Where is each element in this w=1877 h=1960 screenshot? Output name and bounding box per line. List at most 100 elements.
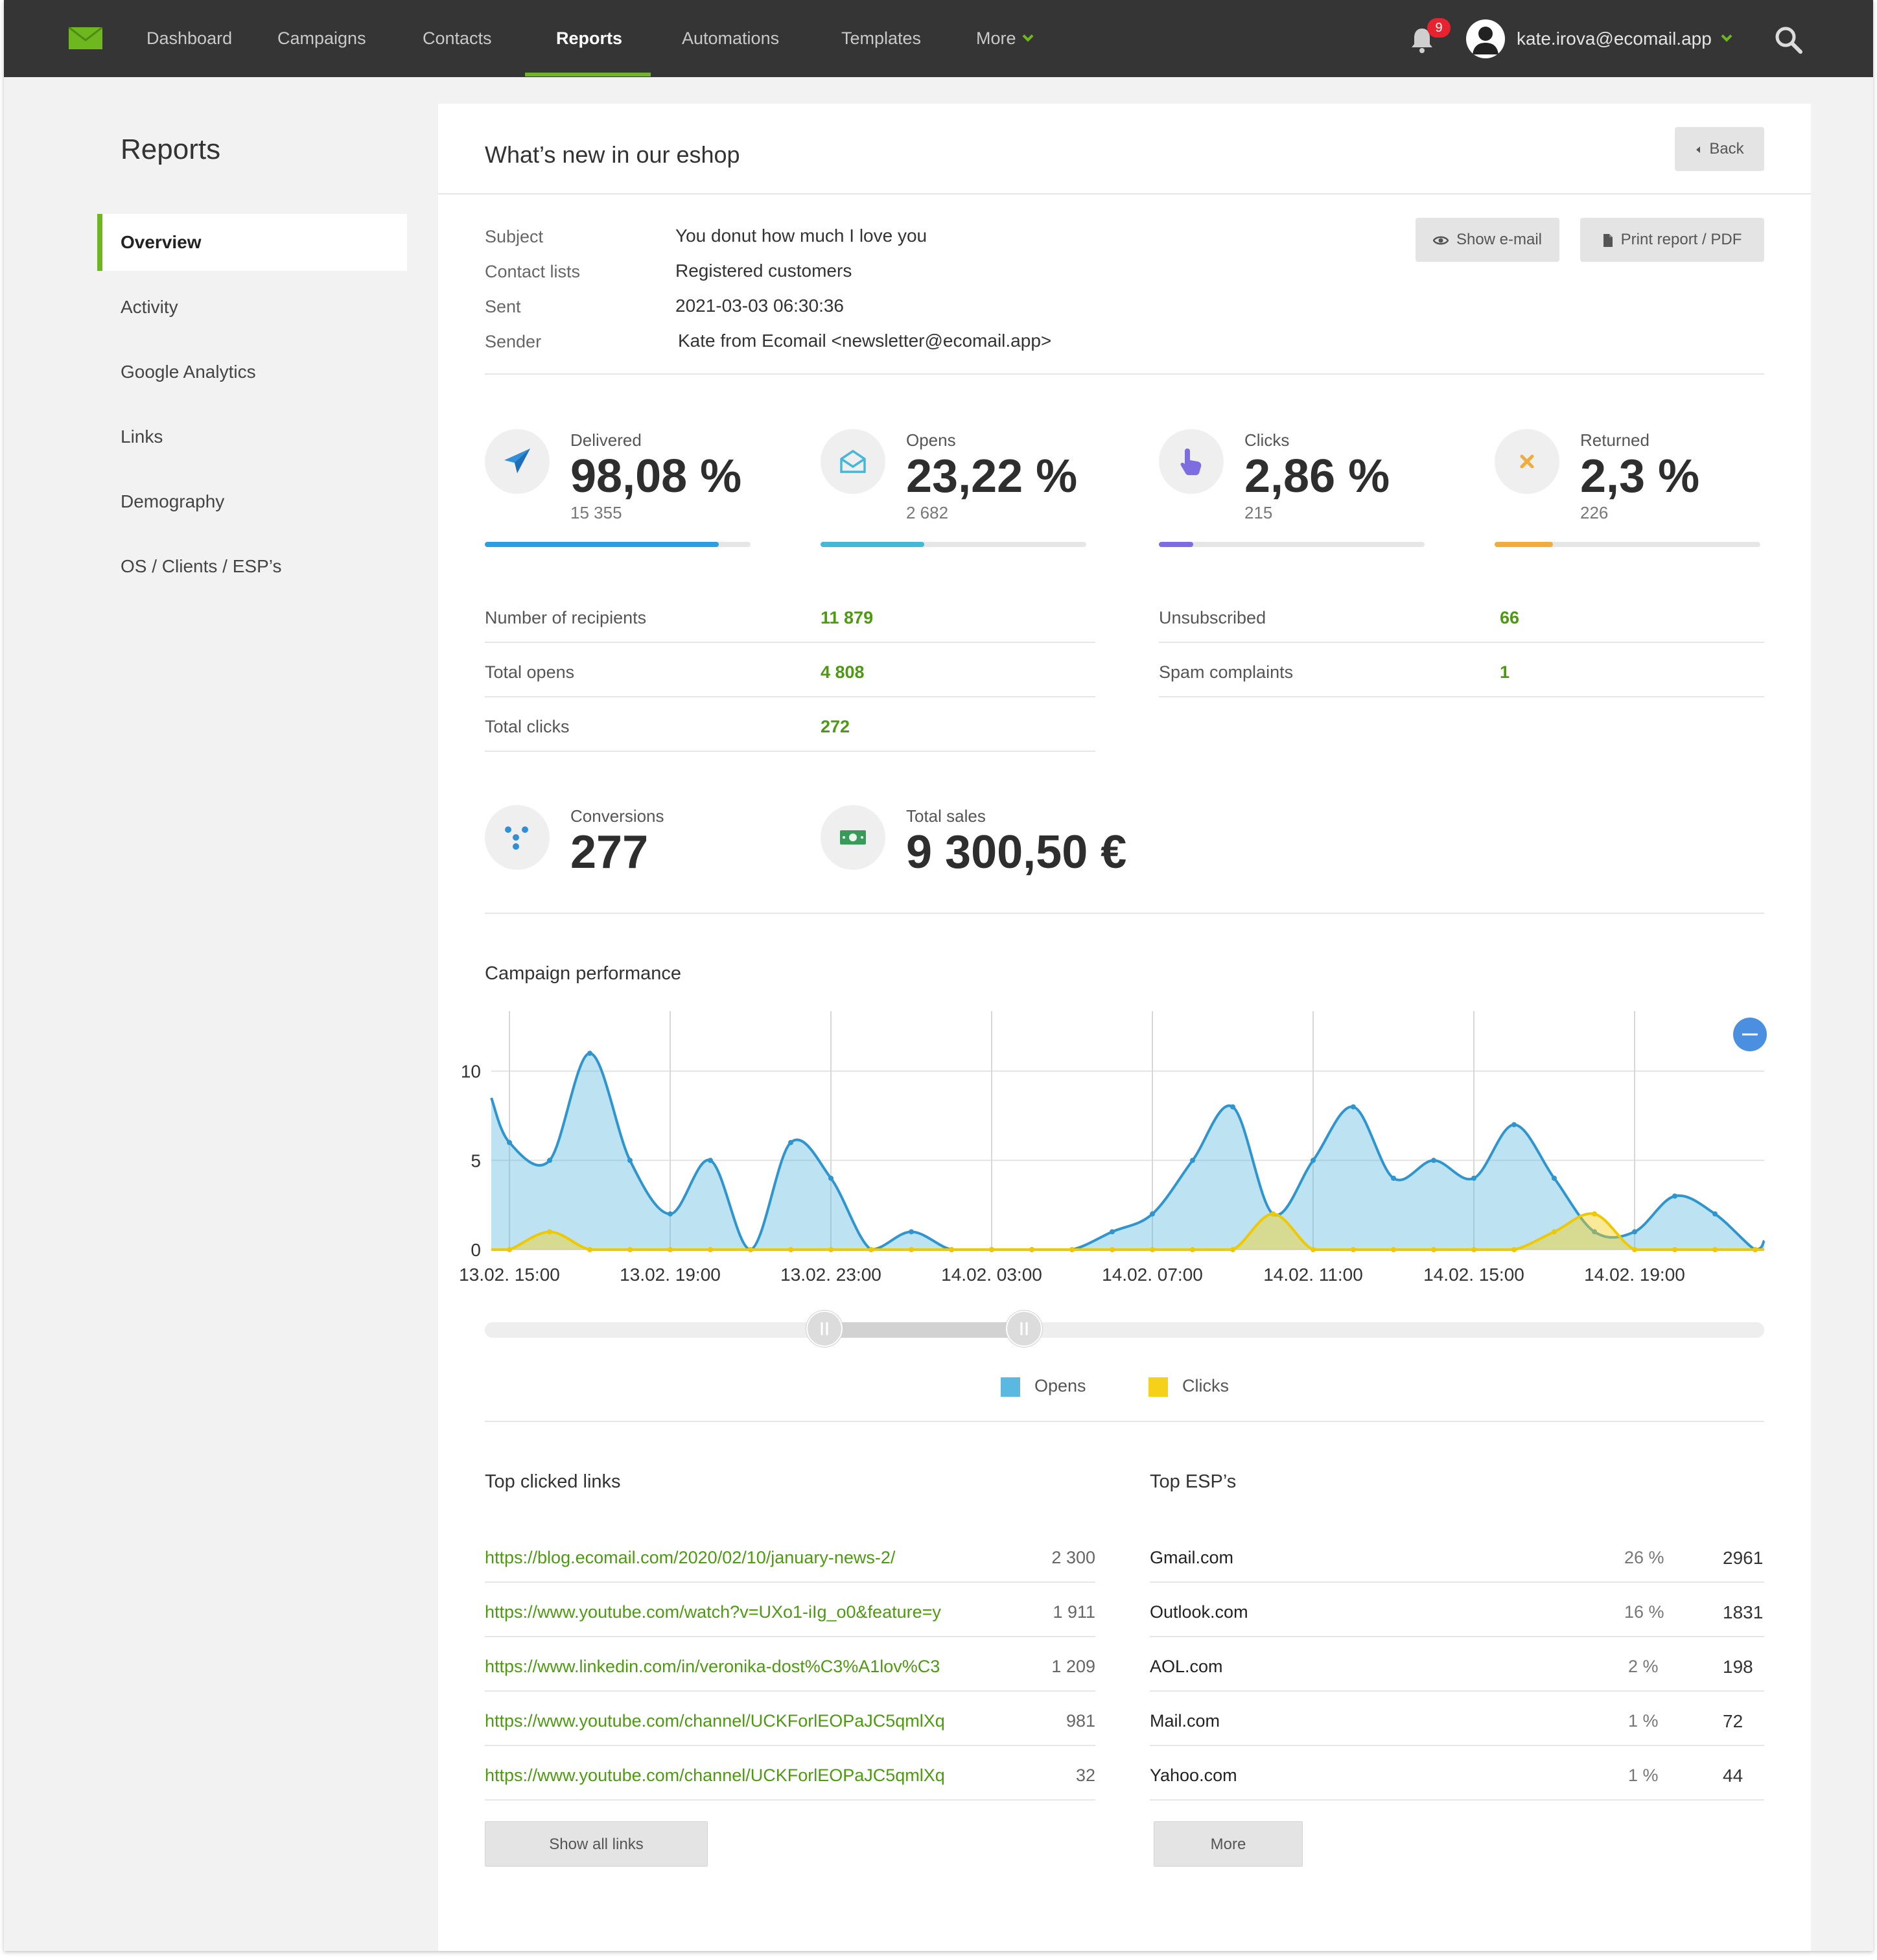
- opens-progress-bar: [821, 542, 1086, 547]
- divider: [1159, 696, 1764, 697]
- legend-opens[interactable]: Opens: [1001, 1375, 1086, 1397]
- top-link-2-count: 1 911: [1053, 1602, 1095, 1622]
- divider: [485, 373, 1764, 375]
- user-email[interactable]: kate.irova@ecomail.app: [1517, 29, 1712, 49]
- opens-point: [1230, 1104, 1235, 1110]
- returned-progress-fill: [1495, 542, 1554, 547]
- clicks-point: [627, 1247, 633, 1252]
- clicks-point: [1592, 1211, 1597, 1217]
- sidebar-item-os-clients-esps[interactable]: OS / Clients / ESP’s: [121, 556, 282, 576]
- money-bill-icon: [840, 830, 866, 845]
- conversions-icon-circle: [485, 805, 550, 870]
- opens-point: [708, 1158, 713, 1163]
- caret-left-icon: [1696, 146, 1701, 153]
- meta-value-subject: You donut how much I love you: [675, 226, 927, 246]
- range-slider-handle-right[interactable]: [1006, 1311, 1042, 1347]
- clicks-point: [1552, 1229, 1557, 1235]
- print-report-button[interactable]: Print report / PDF: [1580, 218, 1764, 262]
- nav-automations[interactable]: Automations: [682, 29, 780, 48]
- sidebar-item-demography[interactable]: Demography: [121, 491, 225, 511]
- back-label: Back: [1709, 140, 1744, 158]
- delivered-icon-circle: [485, 429, 550, 494]
- nav-dashboard[interactable]: Dashboard: [146, 29, 233, 48]
- campaign-performance-chart[interactable]: 0 5 10 13.02. 15:00 13.02. 19:00 13.02. 23:00…: [438, 1011, 1811, 1296]
- clicks-point: [1391, 1247, 1396, 1252]
- nav-templates[interactable]: Templates: [841, 29, 922, 48]
- avatar[interactable]: [1466, 19, 1505, 58]
- opens-point: [668, 1211, 673, 1217]
- back-button[interactable]: Back: [1675, 127, 1764, 171]
- sidebar-item-overview[interactable]: Overview: [97, 214, 407, 271]
- x-tick-label: 13.02. 23:00: [780, 1265, 881, 1285]
- nav-contacts[interactable]: Contacts: [423, 29, 492, 48]
- top-link-3[interactable]: https://www.linkedin.com/in/veronika-dos…: [485, 1657, 940, 1676]
- esp-row-5-percent: 1 %: [1628, 1766, 1659, 1785]
- chevron-down-icon[interactable]: [1721, 30, 1732, 42]
- meta-label-sender: Sender: [485, 332, 542, 351]
- more-esps-button[interactable]: More: [1154, 1821, 1303, 1867]
- divider: [485, 1636, 1095, 1637]
- sidebar-item-activity[interactable]: Activity: [121, 297, 178, 317]
- top-link-2[interactable]: https://www.youtube.com/watch?v=UXo1-iIg…: [485, 1602, 941, 1622]
- legend-clicks-label: Clicks: [1182, 1376, 1229, 1395]
- clicks-point: [869, 1247, 874, 1252]
- x-tick-label: 13.02. 19:00: [620, 1265, 721, 1285]
- eye-icon: [1432, 236, 1449, 245]
- esp-row-2-percent: 16 %: [1624, 1602, 1664, 1622]
- clicks-point: [1110, 1247, 1115, 1252]
- meta-value-sent: 2021-03-03 06:30:36: [675, 296, 844, 316]
- esp-row-3-percent: 2 %: [1628, 1657, 1659, 1676]
- opens-point: [1351, 1104, 1356, 1110]
- returned-count: 226: [1580, 503, 1609, 522]
- show-all-links-button[interactable]: Show all links: [485, 1821, 708, 1867]
- total-clicks-value: 272: [821, 717, 850, 736]
- divider: [1150, 1581, 1764, 1583]
- nav-reports[interactable]: Reports: [556, 29, 623, 48]
- top-link-5[interactable]: https://www.youtube.com/channel/UCKForlE…: [485, 1766, 945, 1785]
- opens-point: [1110, 1229, 1115, 1235]
- opens-point: [909, 1229, 914, 1235]
- total-opens-label: Total opens: [485, 662, 575, 682]
- user-silhouette-icon: [1473, 27, 1498, 54]
- range-slider-selection[interactable]: [824, 1322, 1023, 1338]
- x-tick-label: 14.02. 07:00: [1102, 1265, 1203, 1285]
- range-slider-handle-left[interactable]: [806, 1311, 843, 1347]
- sales-value: 9 300,50 €: [906, 826, 1127, 878]
- document-icon: [1603, 233, 1613, 247]
- divider: [485, 1581, 1095, 1583]
- clicks-point: [1230, 1247, 1235, 1252]
- clicks-point: [587, 1247, 592, 1252]
- total-opens-value: 4 808: [821, 662, 865, 682]
- ecomail-logo-icon[interactable]: [69, 27, 102, 49]
- clicks-point: [1431, 1247, 1436, 1252]
- esp-row-2-name: Outlook.com: [1150, 1602, 1248, 1622]
- top-link-1-count: 2 300: [1051, 1548, 1095, 1567]
- sidebar-item-links[interactable]: Links: [121, 426, 163, 447]
- top-link-1[interactable]: https://blog.ecomail.com/2020/02/10/janu…: [485, 1548, 896, 1567]
- opens-count: 2 682: [906, 503, 949, 522]
- nav-campaigns[interactable]: Campaigns: [277, 29, 366, 48]
- range-slider-track[interactable]: [485, 1322, 1764, 1338]
- clicks-point: [1190, 1247, 1195, 1252]
- bell-icon[interactable]: [1408, 26, 1436, 54]
- top-link-4[interactable]: https://www.youtube.com/channel/UCKForlE…: [485, 1711, 945, 1731]
- show-email-button[interactable]: Show e-mail: [1416, 218, 1559, 262]
- legend-clicks[interactable]: Clicks: [1148, 1375, 1229, 1397]
- pointer-hand-icon: [1180, 449, 1202, 475]
- divider: [1150, 1799, 1764, 1801]
- opens-point: [1391, 1175, 1396, 1181]
- nav-more[interactable]: More: [976, 0, 1034, 77]
- sidebar-item-google-analytics[interactable]: Google Analytics: [121, 362, 256, 382]
- meta-label-contact-lists: Contact lists: [485, 262, 581, 281]
- spam-complaints-label: Spam complaints: [1159, 662, 1294, 682]
- esp-row-1-name: Gmail.com: [1150, 1548, 1234, 1567]
- opens-point: [1592, 1229, 1597, 1235]
- top-navigation: Dashboard Campaigns Contacts Reports Aut…: [4, 0, 1873, 77]
- opens-point: [627, 1158, 633, 1163]
- search-icon[interactable]: [1773, 25, 1803, 54]
- grip-icon: [821, 1322, 828, 1335]
- clicks-icon-circle: [1159, 429, 1224, 494]
- clicks-point: [909, 1247, 914, 1252]
- unsubscribed-label: Unsubscribed: [1159, 608, 1266, 627]
- clicks-point: [1471, 1247, 1476, 1252]
